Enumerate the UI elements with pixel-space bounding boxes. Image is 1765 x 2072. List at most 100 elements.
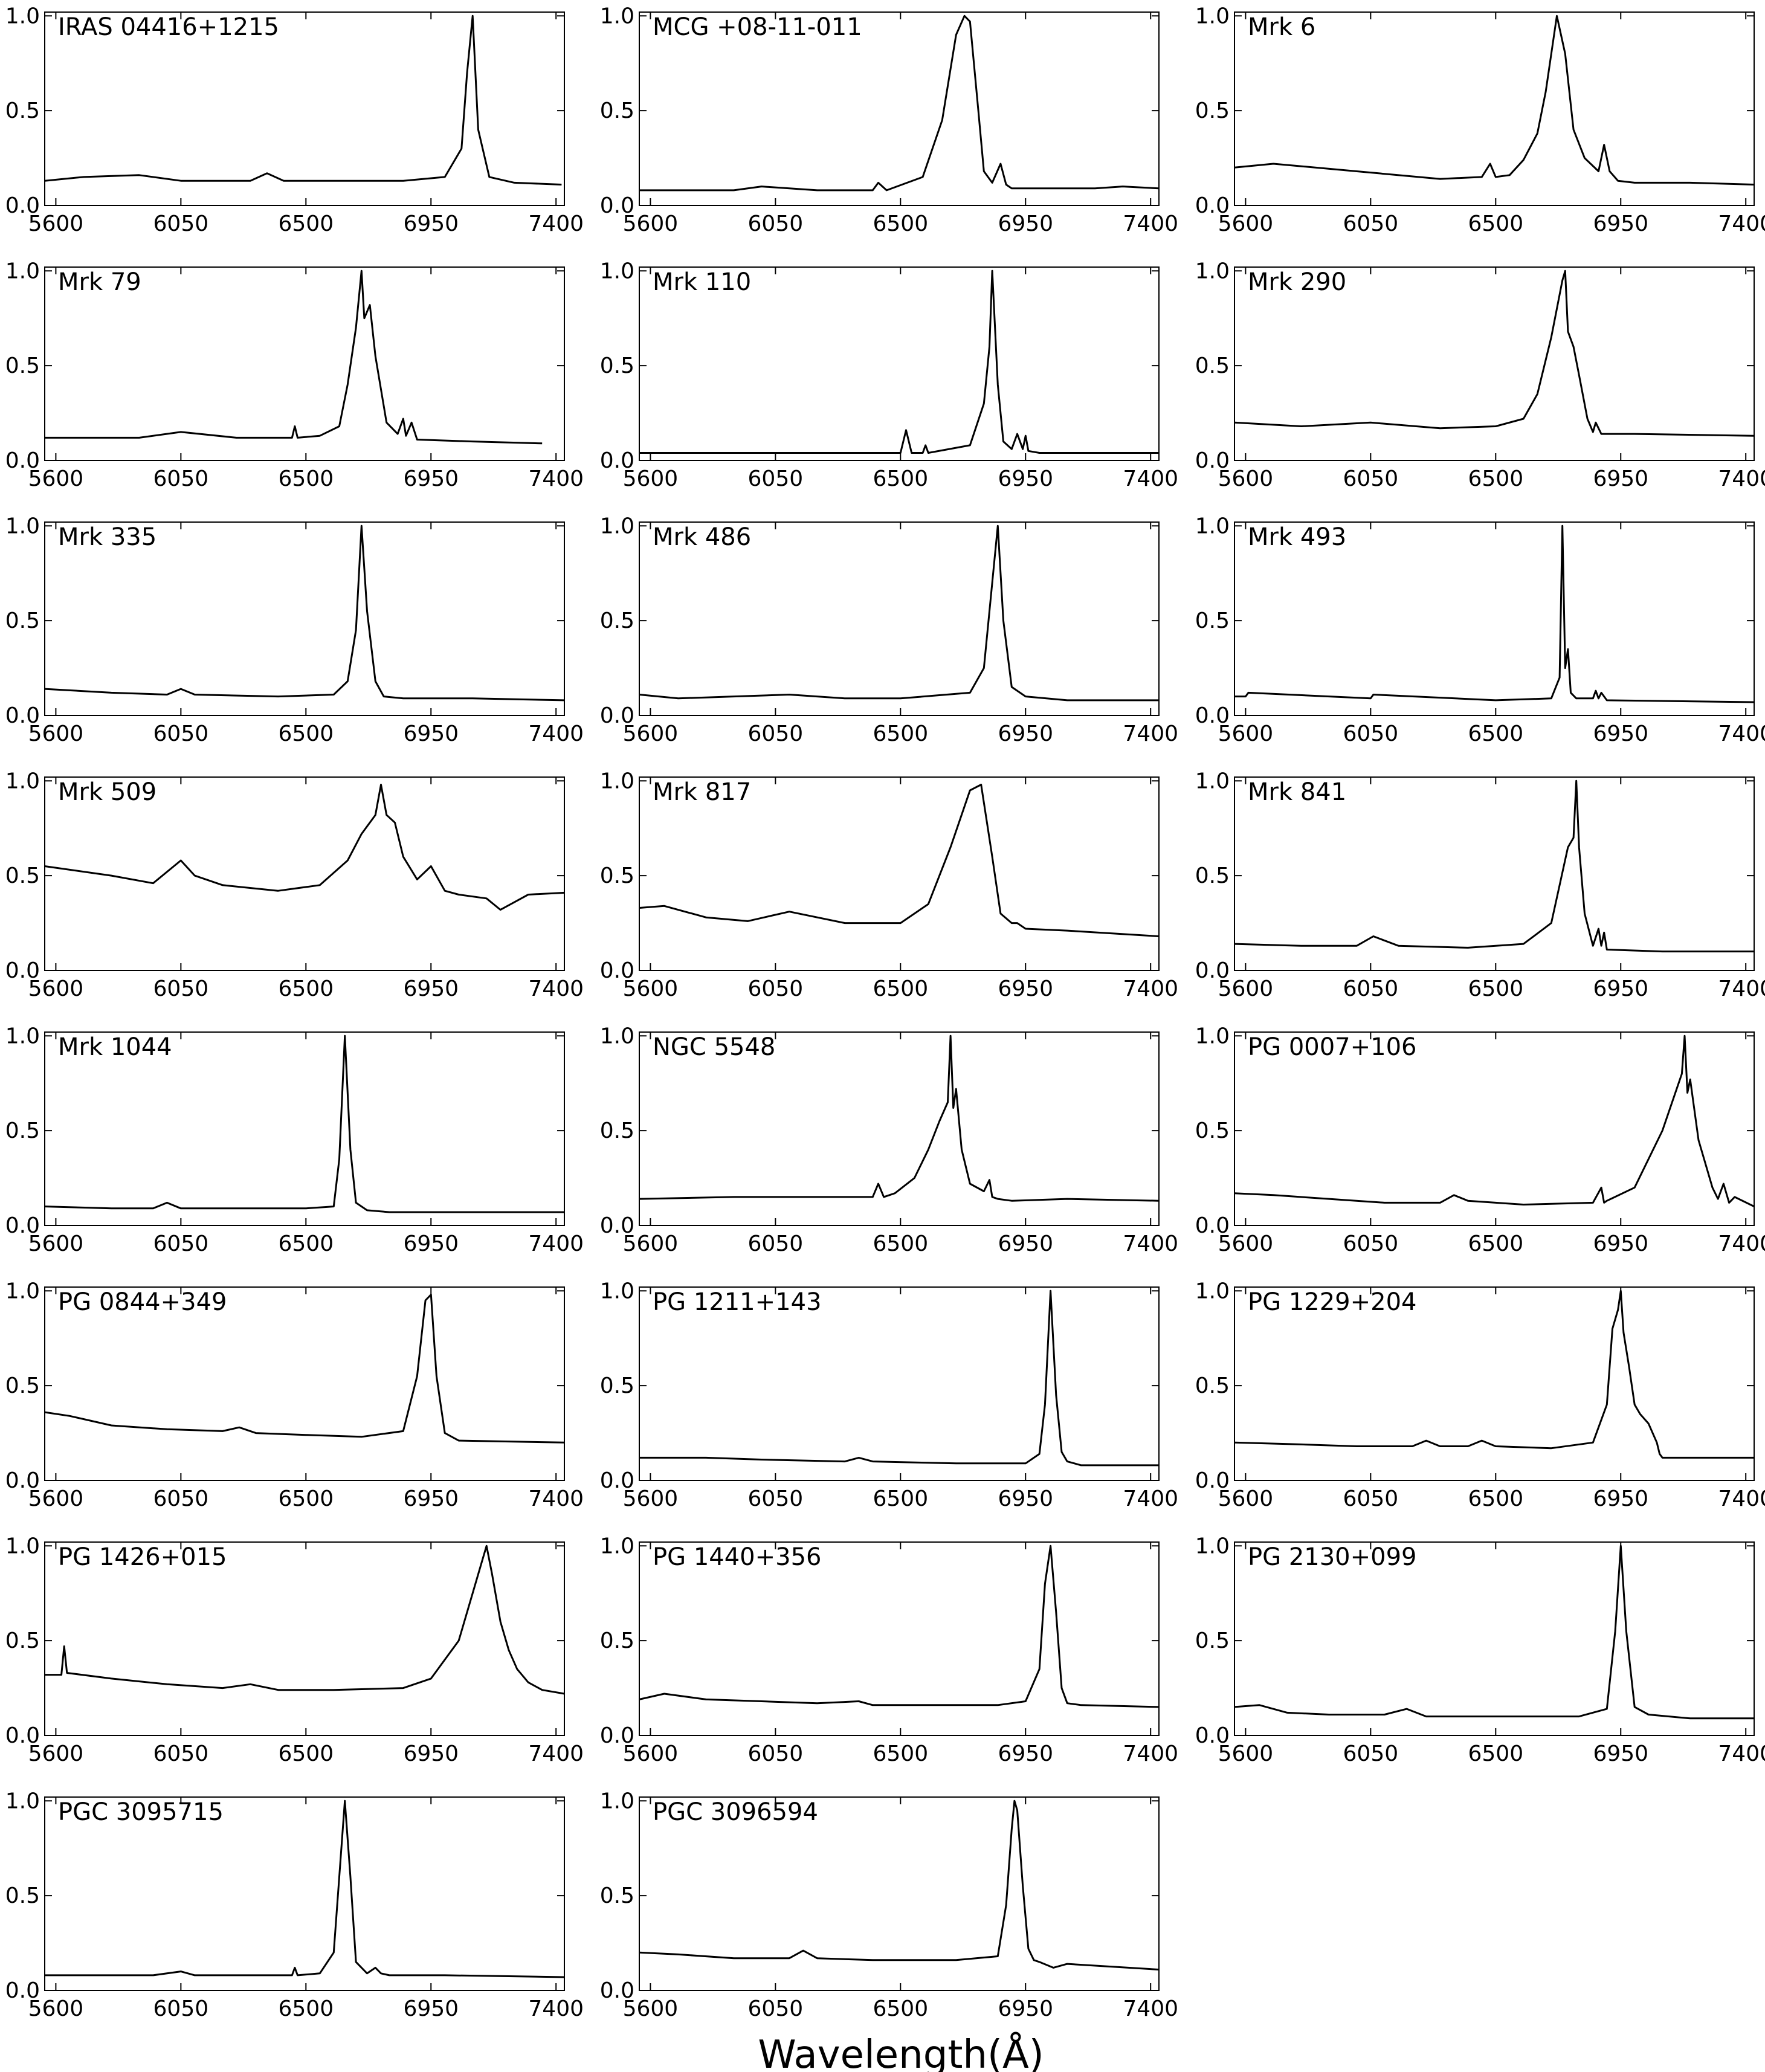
spectrum-panel: 5600 6050 6500 6950 7400 0.0 0.5 1.0 PG 2130+099 — [1195, 1534, 1765, 1766]
x-tick-label: 6500 — [278, 721, 334, 746]
y-tick-label: 0.5 — [600, 1373, 634, 1398]
y-tick-label: 1.0 — [5, 1279, 40, 1303]
y-tick-label: 0.5 — [1195, 1373, 1230, 1398]
x-tick-label: 6500 — [1468, 211, 1523, 236]
x-tick-label: 5600 — [28, 1996, 84, 2021]
spectrum-panel: 5600 6050 6500 6950 7400 0.0 0.5 1.0 PG 0844+349 — [5, 1279, 584, 1511]
spectrum-line — [44, 784, 565, 911]
plot-frame — [44, 266, 565, 461]
y-tick-label: 0.5 — [5, 1118, 40, 1143]
y-tick-label: 0.5 — [5, 1883, 40, 1908]
spectrum-line — [1234, 15, 1755, 186]
object-name-label: PGC 3096594 — [653, 1798, 818, 1826]
spectrum-line — [1234, 269, 1755, 437]
y-tick-label: 0.0 — [600, 1213, 634, 1238]
x-tick-label: 6050 — [748, 1996, 804, 2021]
y-tick-label: 0.5 — [1195, 863, 1230, 888]
x-tick-label: 6950 — [403, 721, 459, 746]
plot-frame — [1234, 521, 1755, 716]
y-tick-label: 0.5 — [1195, 608, 1230, 633]
x-tick-label: 5600 — [28, 721, 84, 746]
x-tick-label: 5600 — [1218, 976, 1274, 1001]
x-tick-label: 6950 — [998, 1486, 1053, 1511]
x-tick-label: 6500 — [873, 466, 928, 491]
x-tick-label: 6500 — [1468, 1231, 1523, 1256]
x-tick-label: 6950 — [1593, 976, 1648, 1001]
x-tick-label: 6500 — [1468, 466, 1523, 491]
x-tick-label: 7400 — [1123, 211, 1178, 236]
plot-frame — [639, 1796, 1160, 1991]
y-tick-label: 0.0 — [1195, 193, 1230, 218]
plot-frame — [1234, 776, 1755, 971]
y-tick-label: 1.0 — [5, 259, 40, 283]
y-tick-label: 1.0 — [600, 1024, 634, 1048]
x-tick-label: 7400 — [1123, 976, 1178, 1001]
x-tick-label: 6500 — [873, 1486, 928, 1511]
x-tick-label: 5600 — [28, 976, 84, 1001]
spectrum-line — [639, 1289, 1159, 1467]
spectrum-line — [45, 269, 543, 445]
y-tick-label: 0.5 — [5, 608, 40, 633]
spectrum-line — [45, 1544, 565, 1695]
object-name-label: Mrk 486 — [653, 523, 751, 551]
object-name-label: Mrk 841 — [1248, 778, 1346, 806]
object-name-label: PG 2130+099 — [1248, 1543, 1417, 1571]
panels-layer: 5600 6050 6500 6950 7400 0.0 0.5 1.0 IRAS 04416+… — [5, 4, 1765, 2021]
x-tick-label: 6950 — [998, 976, 1053, 1001]
x-tick-label: 5600 — [623, 466, 679, 491]
x-tick-label: 6500 — [1468, 721, 1523, 746]
spectrum-panel: 5600 6050 6500 6950 7400 0.0 0.5 1.0 PG 0007+106 — [1195, 1024, 1765, 1256]
x-tick-label: 7400 — [1123, 1741, 1178, 1766]
x-tick-label: 5600 — [28, 1741, 84, 1766]
spectrum-line — [1234, 1289, 1754, 1459]
x-tick-label: 6500 — [873, 211, 928, 236]
y-tick-label: 0.5 — [5, 353, 40, 378]
y-tick-label: 0.0 — [600, 1978, 634, 2003]
object-name-label: PG 1229+204 — [1248, 1288, 1417, 1316]
y-tick-label: 0.0 — [5, 1213, 40, 1238]
y-tick-label: 0.5 — [1195, 1118, 1230, 1143]
object-name-label: MCG +08-11-011 — [653, 13, 862, 41]
x-tick-label: 6500 — [873, 976, 928, 1001]
plot-frame — [44, 521, 565, 716]
x-tick-label: 7400 — [528, 466, 584, 491]
object-name-label: Mrk 6 — [1248, 13, 1315, 41]
x-tick-label: 6050 — [153, 1741, 209, 1766]
object-name-label: Mrk 79 — [58, 268, 141, 296]
object-name-label: PGC 3095715 — [58, 1798, 224, 1826]
x-tick-label: 6500 — [1468, 1741, 1523, 1766]
x-tick-label: 7400 — [528, 1996, 584, 2021]
spectrum-line — [44, 1294, 565, 1444]
y-tick-label: 1.0 — [1195, 514, 1230, 538]
y-tick-label: 0.0 — [5, 1978, 40, 2003]
x-tick-label: 5600 — [1218, 1231, 1274, 1256]
x-tick-label: 6950 — [1593, 1486, 1648, 1511]
x-tick-label: 7400 — [1123, 1996, 1178, 2021]
y-tick-label: 0.0 — [5, 193, 40, 218]
x-tick-label: 6950 — [998, 1231, 1053, 1256]
spectrum-panel: 5600 6050 6500 6950 7400 0.0 0.5 1.0 Mrk 817 — [600, 769, 1178, 1001]
y-tick-label: 1.0 — [1195, 769, 1230, 793]
y-tick-label: 0.0 — [5, 1468, 40, 1493]
y-tick-label: 0.0 — [600, 193, 634, 218]
object-name-label: Mrk 1044 — [58, 1033, 172, 1061]
plot-frame — [44, 1286, 565, 1481]
x-tick-label: 7400 — [1718, 1741, 1765, 1766]
x-tick-label: 6500 — [278, 1486, 334, 1511]
spectrum-panel: 5600 6050 6500 6950 7400 0.0 0.5 1.0 Mrk 110 — [600, 259, 1178, 491]
x-tick-label: 6950 — [403, 1486, 459, 1511]
spectrum-panel: 5600 6050 6500 6950 7400 0.0 0.5 1.0 Mrk 335 — [5, 514, 584, 746]
spectrum-panel: 5600 6050 6500 6950 7400 0.0 0.5 1.0 PGC 3095715 — [5, 1789, 584, 2021]
x-axis-label: Wavelength(Å) — [758, 2032, 1044, 2072]
x-tick-label: 5600 — [623, 976, 679, 1001]
plot-frame — [639, 776, 1160, 971]
spectrum-panel: 5600 6050 6500 6950 7400 0.0 0.5 1.0 PG 1211+143 — [600, 1279, 1178, 1511]
y-tick-label: 1.0 — [5, 514, 40, 538]
x-tick-label: 6050 — [748, 721, 804, 746]
x-tick-label: 6950 — [403, 976, 459, 1001]
spectrum-line — [1234, 1544, 1754, 1720]
x-tick-label: 6050 — [153, 211, 209, 236]
x-tick-label: 5600 — [623, 1741, 679, 1766]
x-tick-label: 7400 — [1123, 1486, 1178, 1511]
